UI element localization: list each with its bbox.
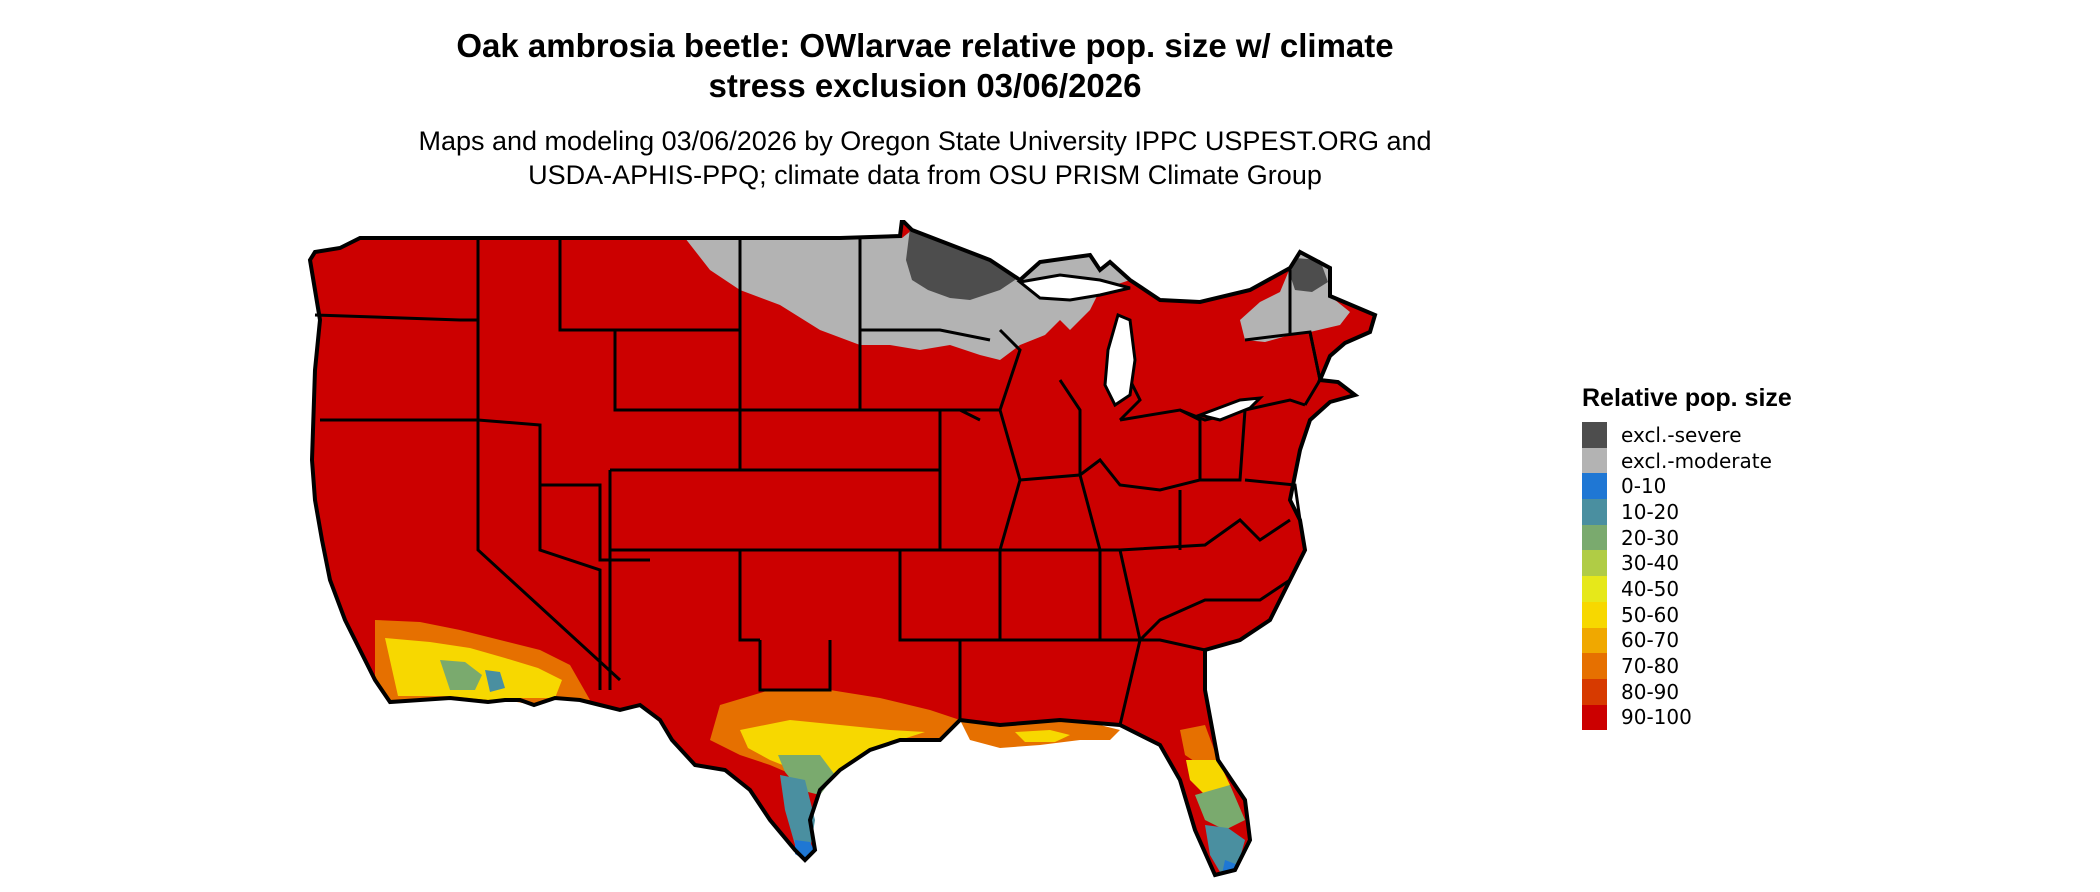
lake-michigan bbox=[1103, 312, 1137, 408]
legend-item: 0-10 bbox=[1582, 473, 2002, 500]
legend-label: 80-90 bbox=[1621, 679, 1680, 704]
texas-10-20 bbox=[780, 775, 815, 850]
legend-item: 30-40 bbox=[1582, 550, 2002, 577]
legend-item: 50-60 bbox=[1582, 601, 2002, 628]
legend-label: 60-70 bbox=[1621, 628, 1680, 653]
southwest-10-20 bbox=[485, 670, 505, 692]
subtitle-line-1: Maps and modeling 03/06/2026 by Oregon S… bbox=[418, 126, 1432, 156]
legend-label: excl.-moderate bbox=[1621, 448, 1772, 473]
legend-label: excl.-severe bbox=[1621, 422, 1742, 447]
legend-swatch bbox=[1582, 422, 1607, 448]
legend-label: 20-30 bbox=[1621, 525, 1680, 550]
legend-item: 90-100 bbox=[1582, 704, 2002, 731]
legend-swatch bbox=[1582, 601, 1607, 628]
lake-erie bbox=[1194, 396, 1265, 422]
florida-20-30 bbox=[1195, 785, 1245, 830]
legend-label: 90-100 bbox=[1621, 705, 1692, 730]
legend-swatch bbox=[1582, 524, 1607, 551]
us-map bbox=[307, 220, 1378, 878]
texas-20-30 bbox=[778, 755, 835, 795]
legend-item: 10-20 bbox=[1582, 499, 2002, 525]
legend-label: 50-60 bbox=[1621, 602, 1680, 627]
legend-item: 70-80 bbox=[1582, 653, 2002, 679]
lake-superior bbox=[1016, 273, 1131, 302]
legend-item: 20-30 bbox=[1582, 524, 2002, 551]
severe-exclusion-minnesota bbox=[906, 228, 1018, 300]
country-outline bbox=[307, 220, 1378, 878]
severe-exclusion-maine bbox=[1290, 258, 1328, 292]
map-title: Oak ambrosia beetle: OWlarvae relative p… bbox=[0, 26, 1850, 106]
legend-swatch bbox=[1582, 653, 1607, 679]
map-subtitle: Maps and modeling 03/06/2026 by Oregon S… bbox=[0, 124, 1850, 192]
legend-label: 0-10 bbox=[1621, 474, 1667, 499]
legend-swatch bbox=[1582, 678, 1607, 705]
legend-swatch bbox=[1582, 704, 1607, 731]
legend-label: 10-20 bbox=[1621, 499, 1680, 524]
southwest-20-30 bbox=[440, 660, 482, 690]
florida-70-80 bbox=[1180, 725, 1218, 765]
subtitle-line-2: USDA-APHIS-PPQ; climate data from OSU PR… bbox=[528, 160, 1322, 190]
legend-item: excl.-moderate bbox=[1582, 447, 2002, 474]
legend-item: 40-50 bbox=[1582, 576, 2002, 602]
legend-swatch bbox=[1582, 550, 1607, 577]
florida-10-20 bbox=[1205, 825, 1245, 872]
legend-item: 60-70 bbox=[1582, 627, 2002, 654]
legend-swatch bbox=[1582, 627, 1607, 654]
title-line-1: Oak ambrosia beetle: OWlarvae relative p… bbox=[456, 27, 1394, 64]
legend-swatch bbox=[1582, 576, 1607, 602]
legend-title: Relative pop. size bbox=[1582, 384, 1792, 412]
legend-item: excl.-severe bbox=[1582, 422, 2002, 448]
legend-swatch bbox=[1582, 499, 1607, 525]
legend: Relative pop. size excl.-severe excl.-mod… bbox=[1582, 380, 2002, 731]
title-line-2: stress exclusion 03/06/2026 bbox=[708, 67, 1142, 104]
legend-label: 40-50 bbox=[1621, 576, 1680, 601]
state-boundaries bbox=[314, 238, 1322, 726]
legend-swatch bbox=[1582, 473, 1607, 500]
legend-swatch bbox=[1582, 447, 1607, 474]
florida-40-60 bbox=[1186, 760, 1230, 795]
moderate-exclusion-north bbox=[685, 230, 1130, 360]
gulf-coast-40-60 bbox=[1015, 730, 1070, 742]
legend-list: excl.-severe excl.-moderate 0-10 10-20 20-30… bbox=[1582, 422, 2002, 731]
legend-label: 70-80 bbox=[1621, 654, 1680, 679]
legend-label: 30-40 bbox=[1621, 551, 1680, 576]
legend-item: 80-90 bbox=[1582, 678, 2002, 705]
